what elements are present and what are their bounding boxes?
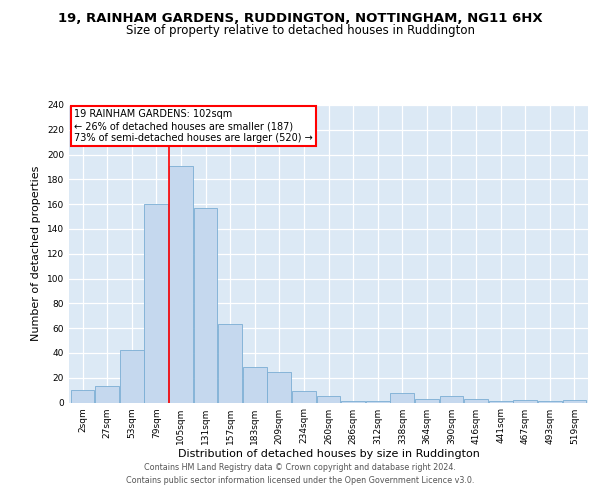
Bar xyxy=(317,396,340,402)
Text: 19, RAINHAM GARDENS, RUDDINGTON, NOTTINGHAM, NG11 6HX: 19, RAINHAM GARDENS, RUDDINGTON, NOTTING… xyxy=(58,12,542,26)
X-axis label: Distribution of detached houses by size in Ruddington: Distribution of detached houses by size … xyxy=(178,450,479,460)
Text: Contains HM Land Registry data © Crown copyright and database right 2024.: Contains HM Land Registry data © Crown c… xyxy=(144,464,456,472)
Bar xyxy=(563,400,586,402)
Bar xyxy=(95,386,119,402)
Bar xyxy=(243,366,266,402)
Y-axis label: Number of detached properties: Number of detached properties xyxy=(31,166,41,342)
Bar xyxy=(120,350,143,403)
Bar xyxy=(440,396,463,402)
Bar xyxy=(415,399,439,402)
Bar xyxy=(514,400,537,402)
Bar xyxy=(464,399,488,402)
Bar xyxy=(391,392,414,402)
Bar xyxy=(145,204,168,402)
Bar xyxy=(71,390,94,402)
Text: 19 RAINHAM GARDENS: 102sqm
← 26% of detached houses are smaller (187)
73% of sem: 19 RAINHAM GARDENS: 102sqm ← 26% of deta… xyxy=(74,110,313,142)
Bar xyxy=(194,208,217,402)
Bar xyxy=(268,372,291,402)
Text: Contains public sector information licensed under the Open Government Licence v3: Contains public sector information licen… xyxy=(126,476,474,485)
Bar xyxy=(218,324,242,402)
Bar xyxy=(292,392,316,402)
Bar xyxy=(169,166,193,402)
Text: Size of property relative to detached houses in Ruddington: Size of property relative to detached ho… xyxy=(125,24,475,37)
